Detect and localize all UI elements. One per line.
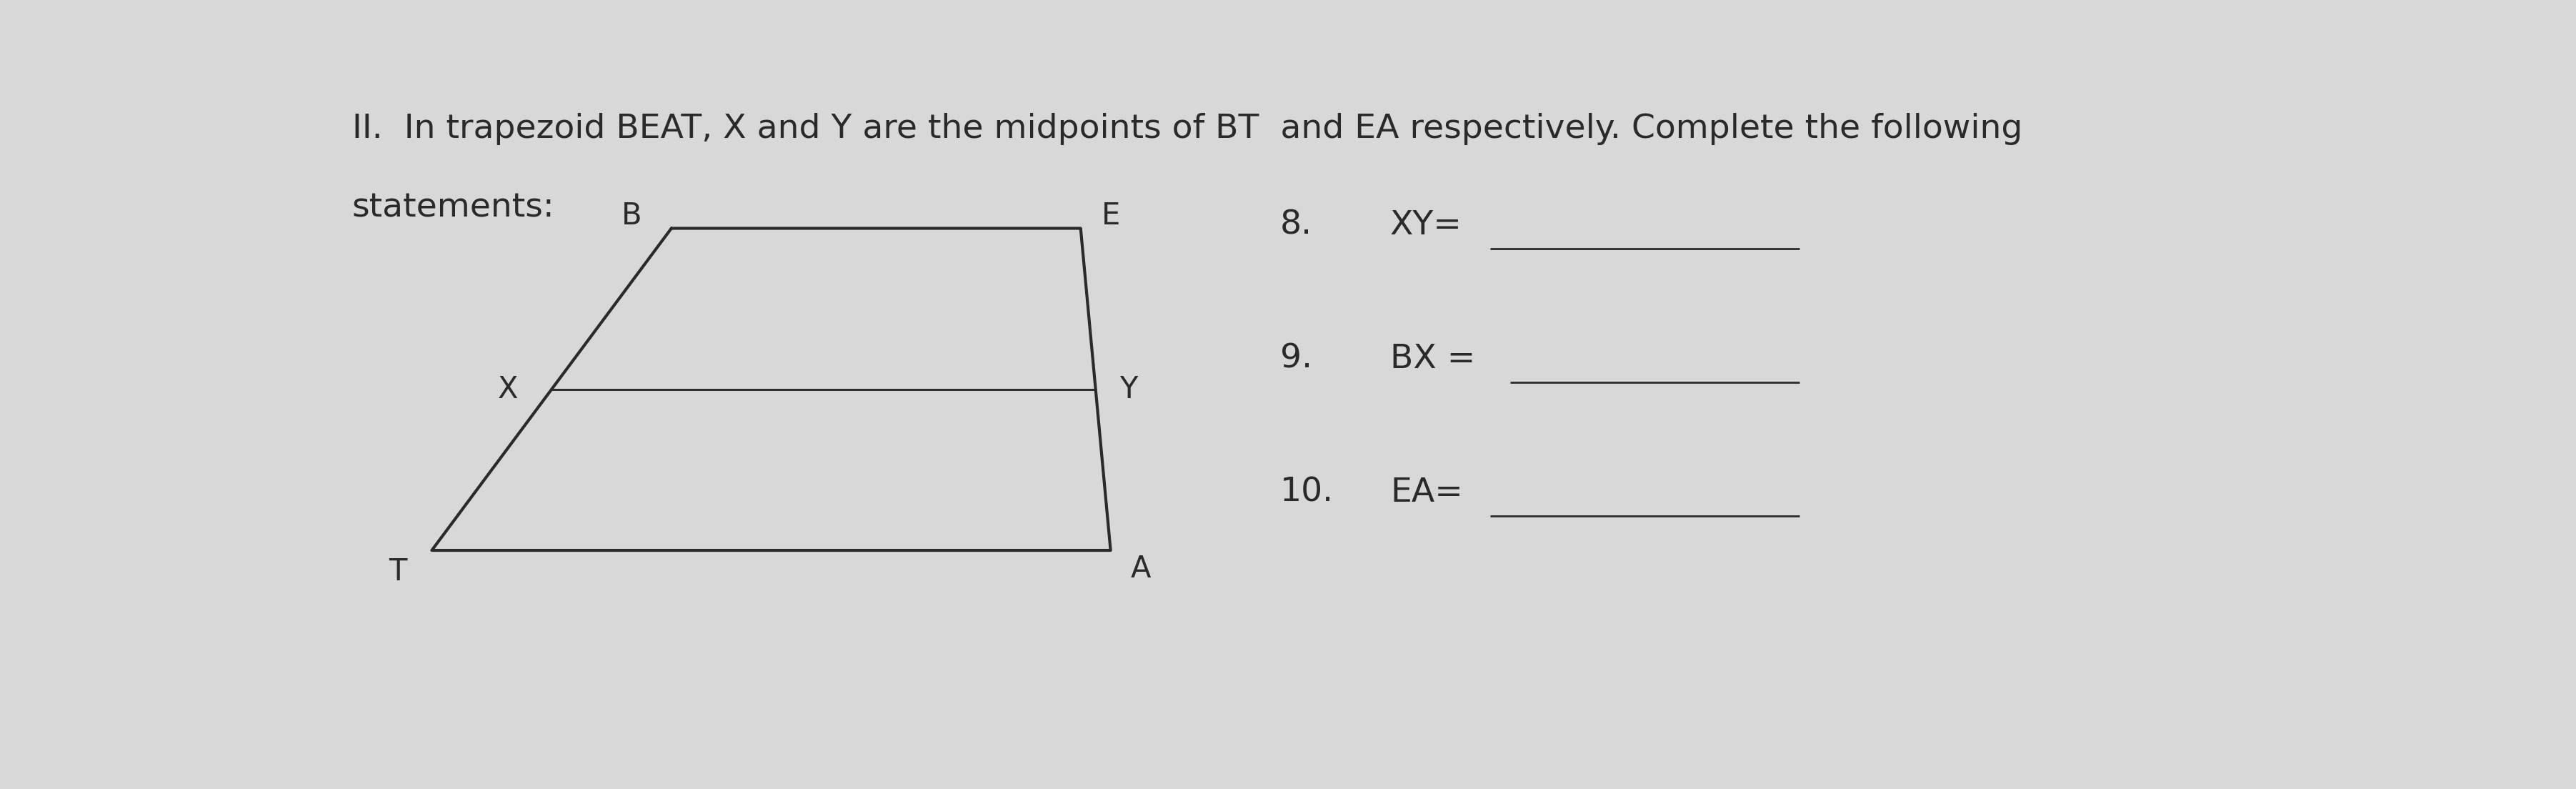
Text: 9.: 9. — [1280, 343, 1314, 375]
Text: X: X — [497, 374, 518, 404]
Text: B: B — [621, 201, 641, 231]
Text: 8.: 8. — [1280, 209, 1314, 241]
Text: II.  In trapezoid BEAT, X and Y are the midpoints of BT  and EA respectively. Co: II. In trapezoid BEAT, X and Y are the m… — [353, 113, 2022, 145]
Text: EA=: EA= — [1391, 477, 1463, 509]
Text: E: E — [1100, 201, 1121, 231]
Text: 10.: 10. — [1280, 477, 1334, 509]
Text: XY=: XY= — [1391, 209, 1463, 241]
Text: BX =: BX = — [1391, 343, 1476, 375]
Text: T: T — [389, 556, 407, 586]
Text: statements:: statements: — [353, 192, 554, 224]
Text: A: A — [1131, 554, 1151, 584]
Text: Y: Y — [1121, 374, 1139, 404]
